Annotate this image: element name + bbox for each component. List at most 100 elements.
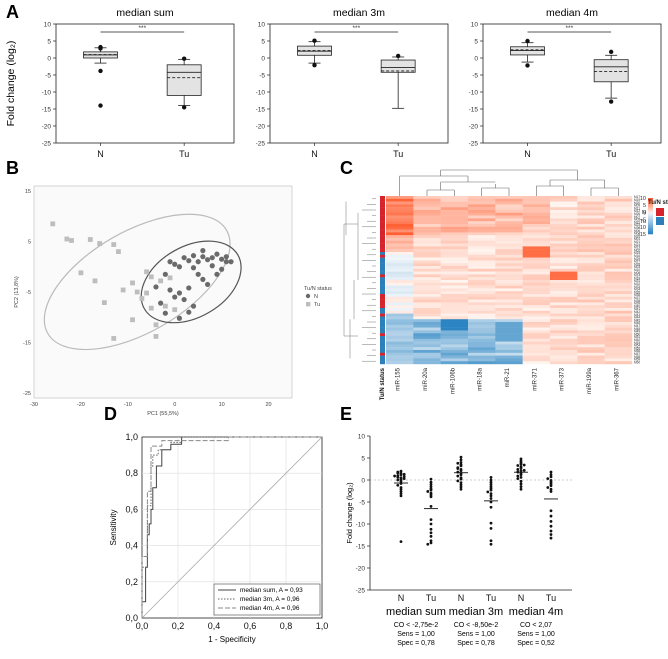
heatmap-row-label: M07 xyxy=(634,215,640,219)
colorbar-segment xyxy=(648,231,653,233)
heatmap-cell xyxy=(522,249,551,253)
y-tick-label: -15 xyxy=(256,106,266,113)
pca-x-tick: 10 xyxy=(219,402,225,408)
heatmap-cell xyxy=(468,246,496,250)
roc-curve-2 xyxy=(141,436,322,618)
heatmap-cell xyxy=(577,361,605,365)
heatmap-cell xyxy=(495,308,523,311)
pca-point xyxy=(228,259,234,265)
heatmap-cell xyxy=(440,260,469,264)
dot-y-tick-label: -5 xyxy=(359,499,365,506)
heatmap-cell xyxy=(440,226,469,230)
heatmap-cell xyxy=(550,344,578,348)
heatmap-cell xyxy=(495,355,523,359)
dot-point xyxy=(459,483,463,487)
dot-point xyxy=(459,487,463,491)
heatmap-cell xyxy=(577,204,605,208)
dot-point xyxy=(546,477,550,481)
heatmap-cell xyxy=(522,196,551,199)
heatmap-column-label: miR-21 xyxy=(505,367,511,387)
status-cell xyxy=(380,330,385,334)
heatmap-cell xyxy=(522,232,551,236)
colorbar-segment xyxy=(648,228,653,230)
heatmap-cell xyxy=(413,322,441,325)
heatmap-cell xyxy=(604,316,633,320)
heatmap-cell xyxy=(604,224,633,227)
heatmap-cell xyxy=(386,336,414,339)
heatmap-cell xyxy=(550,201,578,205)
dot-point xyxy=(519,482,523,486)
heatmap-cell xyxy=(550,361,578,365)
heatmap-cell xyxy=(604,204,633,208)
pca-point xyxy=(130,280,135,286)
heatmap-cell xyxy=(413,204,441,208)
pca-point xyxy=(167,259,173,265)
y-tick-label: 10 xyxy=(44,21,52,28)
status-cell xyxy=(380,352,385,356)
heatmap-cell xyxy=(577,198,605,202)
pca-point xyxy=(186,309,192,315)
heatmap-cell xyxy=(440,210,469,213)
heatmap-cell xyxy=(522,198,551,202)
heatmap-cell xyxy=(386,271,414,275)
dot-point xyxy=(429,495,433,499)
heatmap-row-label: M19 xyxy=(634,198,640,202)
pca-point xyxy=(209,263,215,269)
dot-point xyxy=(519,475,523,479)
pca-point xyxy=(153,322,159,328)
heatmap-cell xyxy=(550,316,578,320)
heatmap-cell xyxy=(522,218,551,222)
dot-point xyxy=(429,527,433,531)
heatmap-cell xyxy=(550,336,578,339)
heatmap-cell xyxy=(550,355,578,359)
dot-point xyxy=(546,486,550,489)
heatmap-cell xyxy=(413,355,441,359)
status-cell xyxy=(380,319,385,323)
heatmap-cell xyxy=(550,246,578,250)
heatmap-cell xyxy=(604,282,633,286)
colorbar-segment xyxy=(648,199,653,202)
boxplot-2: median 4m -25 -20 -15 -10 -5 0 5 10 N Tu *** xyxy=(469,7,662,159)
heatmap-cell xyxy=(386,341,414,345)
y-tick-label: 0 xyxy=(474,55,478,62)
colorbar-segment xyxy=(648,232,653,235)
status-cell xyxy=(380,218,385,222)
heatmap-legend-title: Tu/N status xyxy=(648,200,668,206)
dot-point xyxy=(519,487,523,491)
heatmap-cell xyxy=(495,361,523,365)
outlier-point xyxy=(181,105,187,110)
heatmap-cell xyxy=(468,355,496,359)
pca-point xyxy=(195,259,201,265)
dot-spec: Spec = 0,52 xyxy=(517,640,555,647)
pca-point xyxy=(172,261,178,267)
heatmap-cell xyxy=(604,218,633,222)
dot-point xyxy=(489,494,493,498)
outlier-point xyxy=(312,38,317,43)
heatmap-row-label: M53 xyxy=(634,341,640,345)
dot-point xyxy=(429,477,433,481)
heatmap-row-label: M08 xyxy=(634,271,640,275)
heatmap-row-label: M13 xyxy=(634,246,640,250)
heatmap-cell xyxy=(495,229,523,233)
heatmap-cell xyxy=(604,291,633,295)
dot-point xyxy=(429,485,433,488)
pca-point xyxy=(176,315,183,321)
heatmap-row-label: M56 xyxy=(634,349,640,353)
heatmap-cell xyxy=(495,226,523,230)
heatmap-cell xyxy=(550,215,578,219)
dot-point xyxy=(489,497,493,500)
pca-series-N xyxy=(153,248,234,321)
heatmap-cell xyxy=(522,296,551,300)
dot-category-N: N xyxy=(398,593,405,603)
heatmap-cell xyxy=(577,263,605,267)
heatmap-cell xyxy=(386,338,414,342)
heatmap-cell xyxy=(604,344,633,348)
pca-y-tick: 15 xyxy=(25,189,31,195)
plot-frame xyxy=(269,23,449,144)
dot-point xyxy=(516,464,520,467)
heatmap-cell xyxy=(386,322,414,325)
heatmap-cell xyxy=(468,229,496,233)
heatmap-cell xyxy=(413,296,441,300)
heatmap-cell xyxy=(413,215,441,219)
heatmap-cell xyxy=(522,310,551,314)
